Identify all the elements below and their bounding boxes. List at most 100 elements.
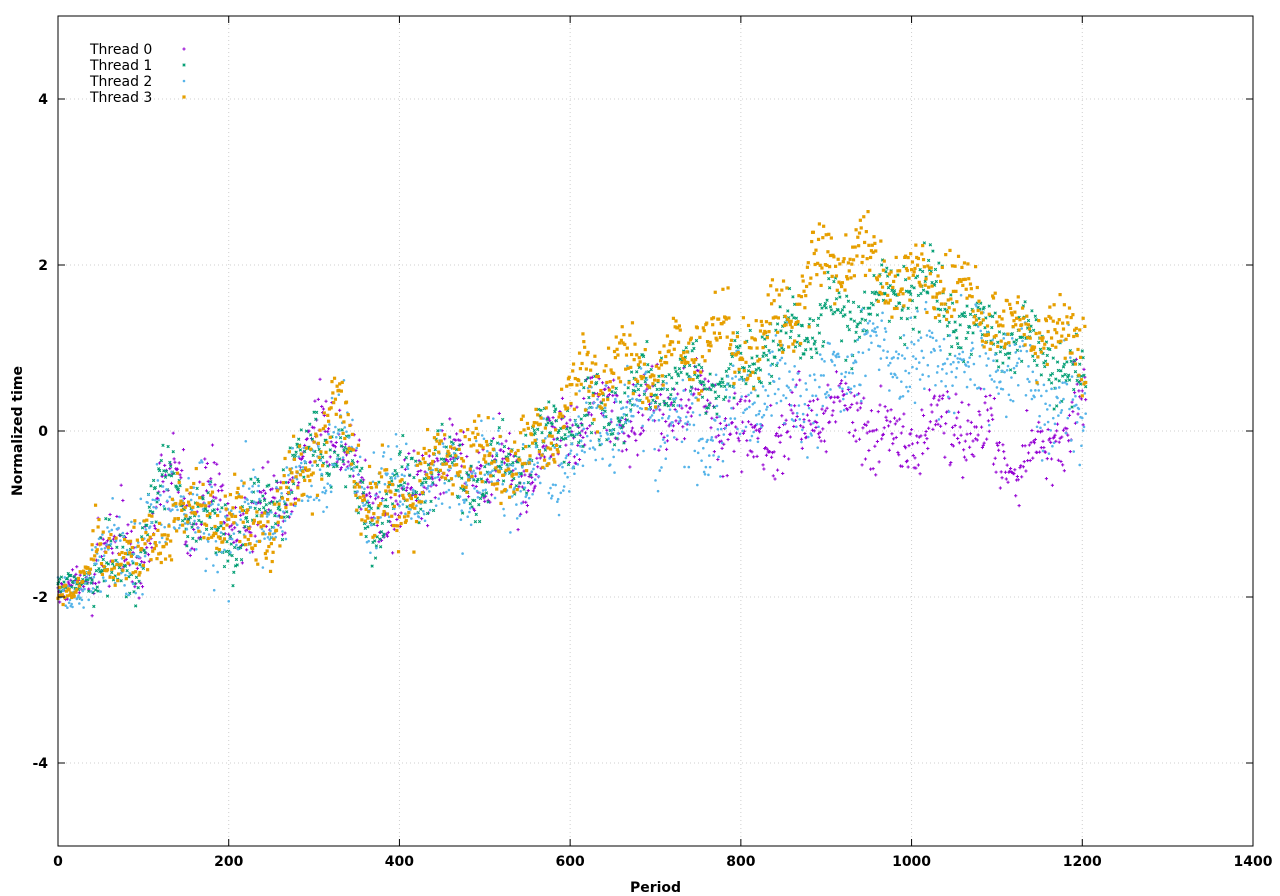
data-point [613, 471, 616, 474]
data-point [1048, 305, 1052, 309]
data-point [181, 523, 185, 527]
data-point [744, 425, 748, 429]
data-point [984, 394, 988, 399]
data-point [612, 349, 617, 354]
data-point [355, 508, 359, 512]
data-point [298, 448, 303, 452]
data-point [1030, 397, 1034, 401]
data-point [579, 417, 583, 421]
data-point [966, 262, 970, 266]
data-point [148, 535, 152, 539]
data-point [768, 351, 772, 355]
data-point [970, 341, 974, 345]
data-point [173, 517, 177, 521]
data-point [1053, 328, 1057, 332]
data-point [111, 559, 115, 563]
data-point [965, 385, 969, 389]
data-point [434, 468, 438, 472]
data-point [670, 401, 674, 405]
data-point [1059, 459, 1063, 464]
data-point [69, 591, 73, 595]
data-point [798, 302, 802, 306]
data-point [566, 475, 569, 479]
data-point [437, 497, 440, 500]
data-point [606, 433, 609, 436]
data-point [342, 448, 346, 452]
data-point [139, 581, 143, 585]
data-point [163, 463, 167, 468]
data-point [393, 468, 397, 473]
data-point [94, 568, 99, 573]
data-point [198, 461, 201, 464]
data-point [733, 417, 737, 420]
data-point [521, 446, 525, 451]
data-point [760, 335, 764, 339]
data-point [366, 485, 370, 489]
data-point [657, 418, 661, 422]
data-point [695, 375, 700, 380]
data-point [806, 340, 810, 344]
data-point [894, 435, 898, 440]
data-point [871, 250, 875, 254]
data-point [684, 422, 687, 425]
data-point [518, 481, 522, 485]
data-point [950, 370, 953, 374]
data-point [789, 388, 792, 392]
data-point [703, 359, 707, 363]
data-point [196, 526, 200, 530]
data-point [310, 484, 313, 488]
data-point [1026, 377, 1029, 381]
data-point [636, 410, 641, 414]
data-point [171, 450, 175, 454]
data-point [195, 493, 199, 497]
data-point [506, 452, 511, 456]
data-point [252, 518, 256, 522]
data-point [958, 278, 962, 282]
data-point [300, 493, 304, 497]
data-point [759, 319, 763, 324]
data-point [467, 437, 472, 442]
data-point [998, 486, 1002, 490]
data-point [463, 435, 467, 439]
data-point [917, 361, 921, 364]
data-point [667, 373, 671, 377]
data-point [839, 282, 843, 286]
data-point [840, 281, 845, 285]
data-point [507, 431, 512, 435]
data-point [967, 403, 971, 407]
data-point [297, 498, 301, 502]
data-point [234, 557, 239, 562]
data-point [675, 410, 679, 413]
data-point [198, 537, 203, 541]
data-point [676, 340, 681, 344]
data-point [416, 511, 419, 515]
data-point [497, 411, 501, 416]
data-point [1011, 399, 1015, 403]
data-point [218, 536, 222, 541]
data-point [92, 604, 96, 609]
data-point [855, 393, 859, 397]
data-point [267, 501, 272, 505]
data-point [749, 391, 753, 395]
data-point [117, 565, 122, 570]
data-point [684, 404, 688, 408]
data-point [684, 415, 688, 419]
data-point [757, 376, 761, 381]
data-point [823, 409, 827, 413]
data-point [433, 496, 437, 500]
data-point [329, 440, 333, 444]
data-point [682, 364, 687, 369]
data-point [363, 458, 367, 462]
data-point [572, 465, 575, 468]
data-point [213, 483, 217, 487]
data-point [426, 487, 429, 490]
data-point [426, 463, 431, 467]
data-point [564, 443, 568, 447]
data-point [725, 388, 728, 392]
data-point [68, 598, 72, 602]
data-point [687, 398, 691, 402]
data-point [703, 387, 707, 391]
data-point [976, 325, 980, 328]
data-point [247, 487, 251, 490]
data-point [668, 396, 672, 401]
